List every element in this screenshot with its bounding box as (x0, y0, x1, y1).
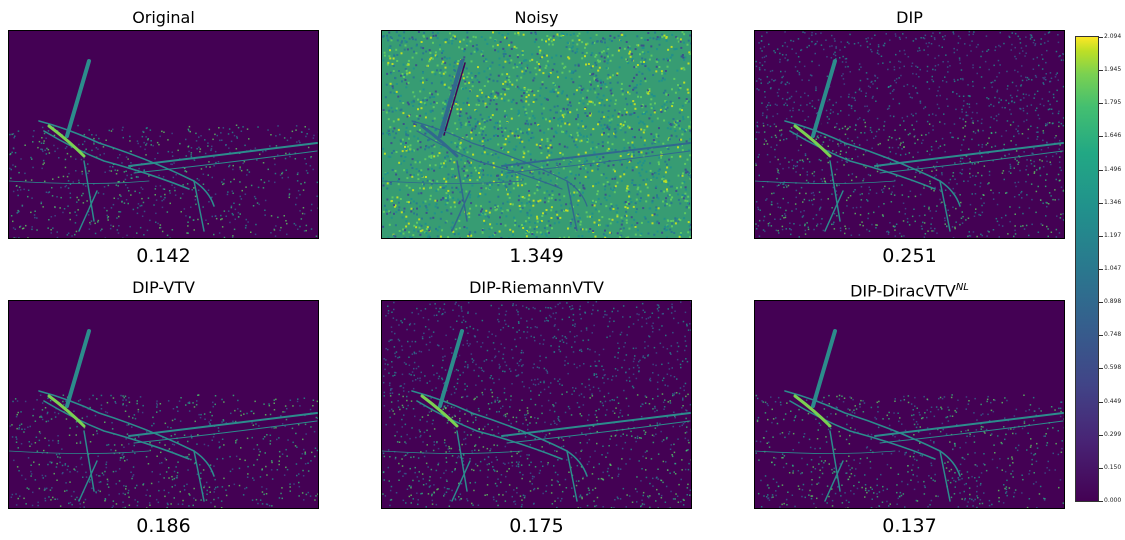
colorbar-tick-mark (1099, 269, 1103, 270)
airplane-edges (755, 59, 1064, 232)
error-map-image (754, 30, 1065, 239)
panel-title: DIP (896, 8, 923, 27)
colorbar-tick-label: 1.795 (1104, 99, 1122, 107)
colorbar-tick-mark (1099, 401, 1103, 403)
error-map-image (754, 300, 1065, 509)
error-map-image (8, 30, 319, 239)
colorbar-tick-mark (1099, 70, 1103, 72)
colorbar-tick-mark (1099, 136, 1103, 138)
title-superscript: NL (955, 282, 969, 293)
score-value: 1.349 (509, 245, 564, 267)
colorbar-tick-label: 1.047 (1104, 265, 1122, 272)
colorbar-tick-label: 1.646 (1104, 132, 1122, 140)
colorbar-tick-mark (1099, 37, 1103, 38)
panel-title: DIP-VTV (132, 278, 195, 297)
colorbar-tick-label: 0.748 (1104, 331, 1122, 339)
colorbar-tick-label: 1.197 (1104, 231, 1122, 239)
colorbar-tick-label: 0.000 (1104, 497, 1122, 504)
airplane-edges (755, 329, 1064, 502)
panel-title: DIP-RiemannVTV (469, 278, 604, 297)
error-map-image (381, 300, 692, 509)
colorbar-tick-label: 1.496 (1104, 165, 1122, 173)
airplane-edges (9, 59, 318, 232)
colorbar (1075, 36, 1099, 502)
panel-title: DIP-DiracVTVNL (850, 281, 969, 301)
colorbar-tick-mark (1099, 302, 1103, 304)
error-map-image (381, 30, 692, 239)
colorbar-tick-mark (1099, 467, 1103, 469)
colorbar-tick-label: 1.346 (1104, 198, 1122, 206)
colorbar-tick-mark (1099, 202, 1103, 204)
score-value: 0.186 (136, 515, 191, 537)
score-value: 0.175 (509, 515, 564, 537)
colorbar-tick-label: 1.945 (1104, 66, 1122, 74)
colorbar-tick-label: 0.449 (1104, 397, 1122, 405)
airplane-edges (382, 59, 691, 232)
score-value: 0.142 (136, 245, 191, 267)
colorbar-tick-mark (1099, 434, 1103, 436)
error-map-image (8, 300, 319, 509)
airplane-edges (9, 329, 318, 502)
airplane-edges (382, 329, 691, 502)
score-value: 0.137 (882, 515, 937, 537)
colorbar-tick-label: 2.094 (1104, 33, 1122, 40)
colorbar-tick-label: 0.598 (1104, 364, 1122, 372)
colorbar-tick-mark (1099, 169, 1103, 171)
colorbar-tick-label: 0.299 (1104, 430, 1122, 438)
colorbar-tick-mark (1099, 103, 1103, 105)
colorbar-tick-mark (1099, 235, 1103, 237)
colorbar-tick-label: 0.898 (1104, 298, 1122, 306)
colorbar-tick-mark (1099, 335, 1103, 337)
panel-title: Original (132, 8, 195, 27)
colorbar-tick-mark (1099, 368, 1103, 370)
score-value: 0.251 (882, 245, 937, 267)
colorbar-tick-mark (1099, 501, 1103, 502)
colorbar-tick-label: 0.150 (1104, 463, 1122, 471)
panel-title: Noisy (514, 8, 559, 27)
